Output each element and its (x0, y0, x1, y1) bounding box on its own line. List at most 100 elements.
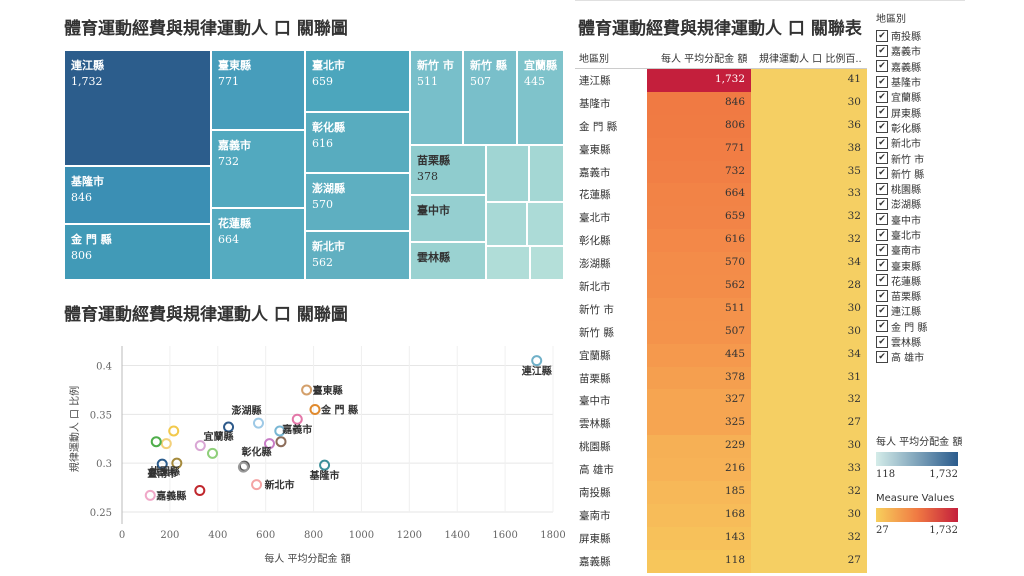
filter-item[interactable]: ✔ 嘉義市 (876, 43, 968, 58)
budget-cell[interactable]: 445 (647, 343, 751, 367)
ratio-cell[interactable]: 30 (751, 91, 867, 115)
filter-item[interactable]: ✔ 連江縣 (876, 303, 968, 318)
checkbox-checked-icon[interactable]: ✔ (876, 243, 888, 256)
treemap-tile[interactable]: 連江縣 1,732 (64, 50, 211, 166)
filter-item[interactable]: ✔ 桃園縣 (876, 181, 968, 196)
budget-cell[interactable]: 562 (647, 275, 751, 298)
budget-cell[interactable]: 806 (647, 114, 751, 138)
filter-item[interactable]: ✔ 雲林縣 (876, 334, 968, 349)
filter-item[interactable]: ✔ 高 雄市 (876, 349, 968, 364)
ratio-cell[interactable]: 32 (751, 206, 867, 230)
table-row[interactable]: 連江縣 1,732 41 (575, 69, 867, 92)
treemap-tile[interactable] (529, 145, 564, 202)
budget-cell[interactable]: 327 (647, 389, 751, 413)
header-region[interactable]: 地區別 (579, 54, 609, 65)
budget-cell[interactable]: 771 (647, 137, 751, 161)
checkbox-checked-icon[interactable]: ✔ (876, 121, 888, 134)
ratio-cell[interactable]: 30 (751, 320, 867, 344)
ratio-cell[interactable]: 30 (751, 503, 867, 527)
filter-item[interactable]: ✔ 彰化縣 (876, 120, 968, 135)
budget-cell[interactable]: 229 (647, 435, 751, 459)
filter-item[interactable]: ✔ 臺北市 (876, 227, 968, 242)
budget-cell[interactable]: 732 (647, 160, 751, 184)
filter-item[interactable]: ✔ 屏東縣 (876, 104, 968, 120)
checkbox-checked-icon[interactable]: ✔ (876, 152, 888, 165)
table-row[interactable]: 基隆市 846 30 (575, 91, 867, 115)
table-row[interactable]: 臺中市 327 32 (575, 389, 867, 413)
budget-cell[interactable]: 118 (647, 549, 751, 573)
checkbox-checked-icon[interactable]: ✔ (876, 289, 888, 302)
treemap-tile[interactable]: 臺東縣 771 (211, 50, 305, 130)
checkbox-checked-icon[interactable]: ✔ (876, 259, 888, 272)
filter-item[interactable]: ✔ 新北市 (876, 135, 968, 150)
budget-cell[interactable]: 616 (647, 229, 751, 253)
treemap-tile[interactable]: 彰化縣 616 (305, 112, 410, 173)
filter-item[interactable]: ✔ 南投縣 (876, 28, 968, 43)
treemap-tile[interactable]: 花蓮縣 664 (211, 208, 305, 280)
table-row[interactable]: 彰化縣 616 32 (575, 229, 867, 253)
budget-cell[interactable]: 143 (647, 526, 751, 550)
treemap-tile[interactable] (527, 202, 564, 246)
table-row[interactable]: 宜蘭縣 445 34 (575, 343, 867, 367)
checkbox-checked-icon[interactable]: ✔ (876, 60, 888, 73)
filter-item[interactable]: ✔ 澎湖縣 (876, 196, 968, 211)
budget-cell[interactable]: 1,732 (647, 69, 751, 92)
budget-cell[interactable]: 846 (647, 91, 751, 115)
treemap-tile[interactable] (486, 145, 529, 202)
ratio-cell[interactable]: 41 (751, 69, 867, 92)
checkbox-checked-icon[interactable]: ✔ (876, 44, 888, 57)
checkbox-checked-icon[interactable]: ✔ (876, 213, 888, 226)
ratio-cell[interactable]: 34 (751, 252, 867, 276)
filter-item[interactable]: ✔ 宜蘭縣 (876, 89, 968, 104)
treemap-tile[interactable]: 新北市 562 (305, 231, 410, 280)
table-row[interactable]: 高 雄市 216 33 (575, 458, 867, 482)
checkbox-checked-icon[interactable]: ✔ (876, 228, 888, 241)
treemap-tile[interactable]: 雲林縣 (410, 242, 486, 280)
ratio-cell[interactable]: 32 (751, 481, 867, 504)
treemap-tile[interactable] (530, 246, 564, 280)
table-row[interactable]: 臺東縣 771 38 (575, 137, 867, 161)
filter-item[interactable]: ✔ 花蓮縣 (876, 273, 968, 288)
ratio-cell[interactable]: 32 (751, 389, 867, 413)
ratio-cell[interactable]: 30 (751, 435, 867, 459)
table-row[interactable]: 嘉義縣 118 27 (575, 549, 867, 573)
budget-cell[interactable]: 507 (647, 320, 751, 344)
filter-item[interactable]: ✔ 苗栗縣 (876, 288, 968, 303)
ratio-cell[interactable]: 35 (751, 160, 867, 184)
filter-item[interactable]: ✔ 新竹 市 (876, 150, 968, 166)
filter-item[interactable]: ✔ 臺東縣 (876, 257, 968, 273)
table-row[interactable]: 桃園縣 229 30 (575, 435, 867, 459)
checkbox-checked-icon[interactable]: ✔ (876, 197, 888, 210)
table-row[interactable]: 苗栗縣 378 31 (575, 366, 867, 390)
filter-item[interactable]: ✔ 新竹 縣 (876, 166, 968, 181)
budget-cell[interactable]: 216 (647, 458, 751, 482)
filter-item[interactable]: ✔ 臺中市 (876, 212, 968, 227)
checkbox-checked-icon[interactable]: ✔ (876, 106, 888, 119)
table-row[interactable]: 臺北市 659 32 (575, 206, 867, 230)
checkbox-checked-icon[interactable]: ✔ (876, 90, 888, 103)
checkbox-checked-icon[interactable]: ✔ (876, 304, 888, 317)
treemap-tile[interactable]: 苗栗縣 378 (410, 145, 486, 195)
treemap-tile[interactable]: 新竹 縣 507 (463, 50, 517, 145)
table-row[interactable]: 南投縣 185 32 (575, 481, 867, 504)
table-row[interactable]: 澎湖縣 570 34 (575, 252, 867, 276)
header-ratio[interactable]: 規律運動人 口 比例百.. (759, 54, 862, 65)
budget-cell[interactable]: 325 (647, 412, 751, 436)
checkbox-checked-icon[interactable]: ✔ (876, 350, 888, 363)
table-row[interactable]: 臺南市 168 30 (575, 503, 867, 527)
budget-cell[interactable]: 511 (647, 297, 751, 321)
treemap-tile[interactable] (486, 246, 530, 280)
budget-cell[interactable]: 168 (647, 503, 751, 527)
table-row[interactable]: 新竹 縣 507 30 (575, 320, 867, 344)
treemap-tile[interactable]: 新竹 市 511 (410, 50, 463, 145)
ratio-cell[interactable]: 33 (751, 458, 867, 482)
budget-cell[interactable]: 659 (647, 206, 751, 230)
ratio-cell[interactable]: 31 (751, 366, 867, 390)
budget-cell[interactable]: 664 (647, 183, 751, 207)
ratio-cell[interactable]: 30 (751, 297, 867, 321)
treemap-tile[interactable]: 宜蘭縣 445 (517, 50, 564, 145)
treemap-tile[interactable]: 嘉義市 732 (211, 130, 305, 208)
checkbox-checked-icon[interactable]: ✔ (876, 29, 888, 42)
table-row[interactable]: 金 門 縣 806 36 (575, 114, 867, 138)
ratio-cell[interactable]: 32 (751, 526, 867, 550)
